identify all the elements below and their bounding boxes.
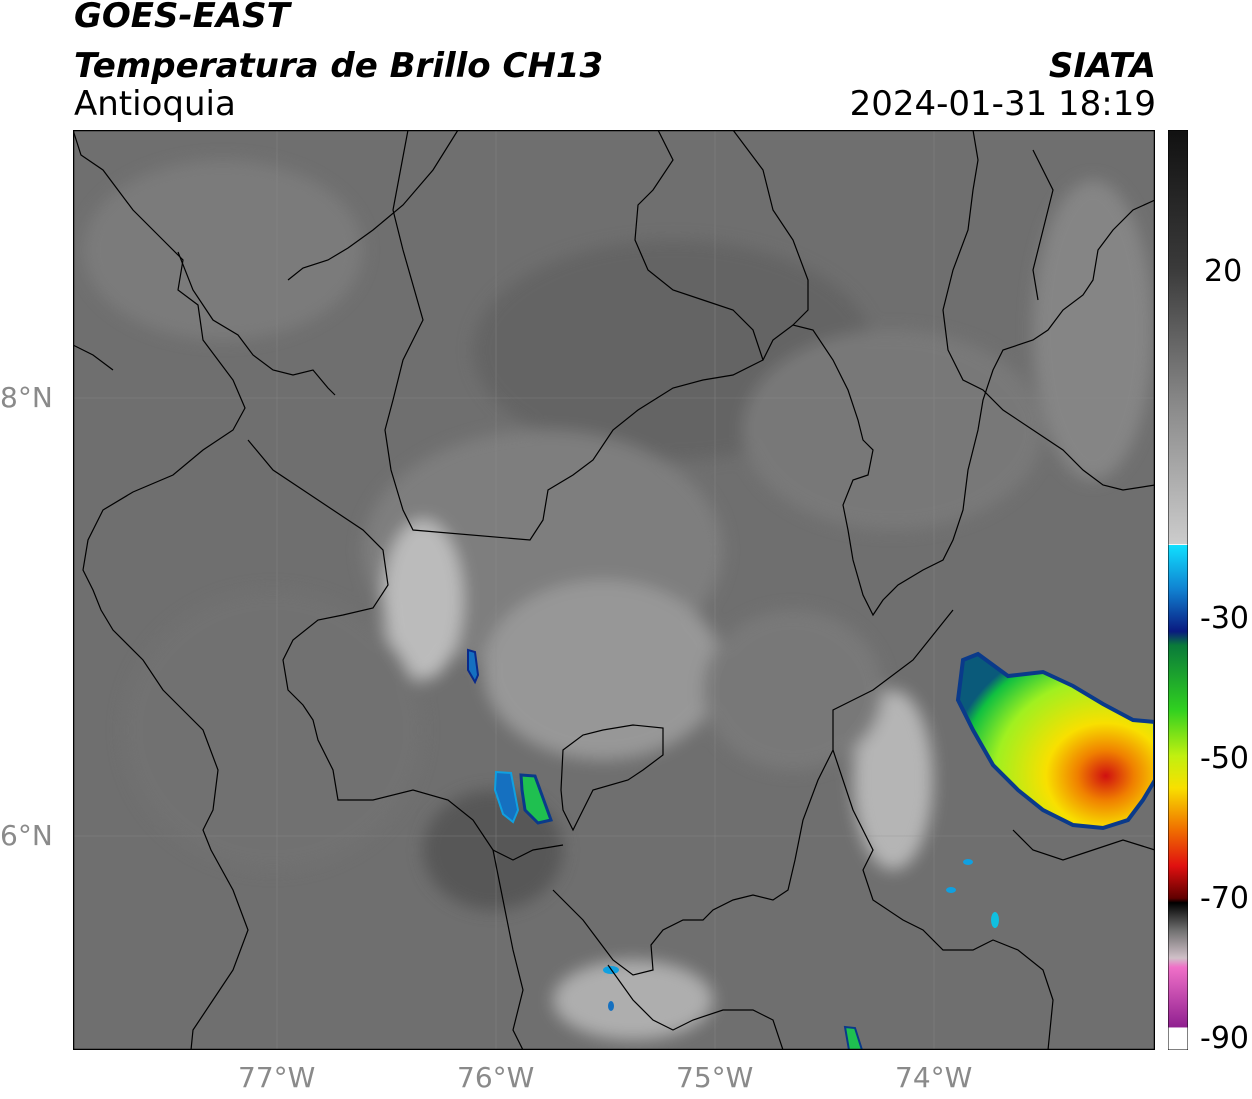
temperature-colorbar xyxy=(1168,130,1188,1050)
region-label: Antioquia xyxy=(74,84,236,124)
satellite-title: GOES-EAST xyxy=(74,0,290,36)
datetime-label: 2024-01-31 18:19 xyxy=(849,84,1156,124)
graticule xyxy=(73,130,1155,1050)
colorbar-tick: -30 xyxy=(1200,601,1249,636)
cold-cloud-small-4 xyxy=(843,1025,864,1050)
colorbar-tick: -90 xyxy=(1200,1021,1249,1056)
product-title: Temperatura de Brillo CH13 xyxy=(74,46,604,86)
lat-label-6n: 6°N xyxy=(0,819,53,852)
boundaries xyxy=(73,130,1155,1050)
organization-label: SIATA xyxy=(1048,46,1156,86)
colorbar-tick: -70 xyxy=(1200,881,1249,916)
cloud-texture xyxy=(83,160,1153,1040)
satellite-map[interactable] xyxy=(73,130,1155,1050)
cold-cloud-small-2 xyxy=(493,770,520,824)
lon-label-77w: 77°W xyxy=(238,1061,316,1094)
cold-cloud-small-1 xyxy=(467,648,480,685)
convective-cells xyxy=(467,648,1155,1050)
lat-label-8n: 8°N xyxy=(0,381,53,414)
colorbar-tick: -50 xyxy=(1200,741,1249,776)
colorbar-tick: 20 xyxy=(1204,254,1243,289)
lon-label-76w: 76°W xyxy=(457,1061,535,1094)
lon-label-75w: 75°W xyxy=(676,1061,754,1094)
cold-cloud-small-3 xyxy=(519,773,553,825)
lon-label-74w: 74°W xyxy=(895,1061,973,1094)
cold-cloud-large xyxy=(955,651,1155,831)
